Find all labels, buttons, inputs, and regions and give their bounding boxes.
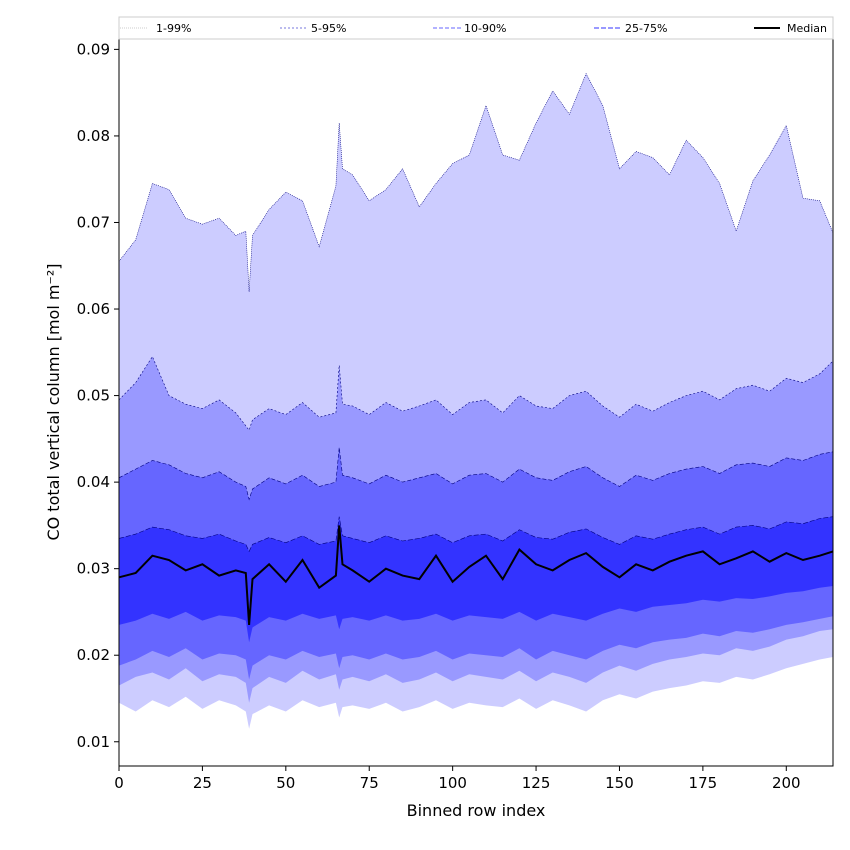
band-25-75% [119, 516, 833, 643]
x-tick-label: 25 [193, 774, 212, 792]
x-tick-label: 0 [114, 774, 124, 792]
bands-layer [118, 72, 834, 729]
y-axis: 0.01 0.02 0.03 0.04 0.05 0.06 0.07 0.08 0.09 [77, 40, 119, 751]
legend-label: 5-95% [311, 22, 346, 35]
legend-label: 25-75% [625, 22, 667, 35]
band-upper-edge-25-75% [118, 516, 834, 553]
x-tick-label: 75 [360, 774, 379, 792]
y-tick-label: 0.04 [77, 473, 110, 491]
y-tick-label: 0.07 [77, 213, 110, 231]
x-tick-label: 150 [605, 774, 634, 792]
x-tick-label: 50 [276, 774, 295, 792]
x-tick-label: 125 [522, 774, 551, 792]
band-upper-edge-5-95% [118, 355, 834, 431]
legend-label: Median [787, 22, 827, 35]
y-tick-label: 0.02 [77, 646, 110, 664]
x-tick-label: 175 [689, 774, 718, 792]
band-upper-edge-10-90% [118, 447, 834, 501]
y-tick-label: 0.05 [77, 387, 110, 405]
x-axis: 0 25 50 75 100 125 150 175 200 [114, 766, 801, 792]
x-axis-title: Binned row index [407, 801, 546, 820]
x-tick-label: 200 [772, 774, 801, 792]
y-tick-label: 0.09 [77, 40, 110, 58]
legend: 1-99% 5-95% 10-90% 25-75% Median [118, 16, 834, 40]
y-tick-label: 0.01 [77, 733, 110, 751]
y-axis-title: CO total vertical column [mol m⁻²] [44, 263, 63, 540]
y-tick-label: 0.03 [77, 560, 110, 578]
legend-label: 10-90% [464, 22, 506, 35]
x-tick-label: 100 [438, 774, 467, 792]
legend-label: 1-99% [156, 22, 191, 35]
y-tick-label: 0.06 [77, 300, 110, 318]
median-layer [118, 525, 834, 625]
y-tick-label: 0.08 [77, 127, 110, 145]
legend-box [118, 16, 834, 40]
median-line [118, 525, 834, 625]
